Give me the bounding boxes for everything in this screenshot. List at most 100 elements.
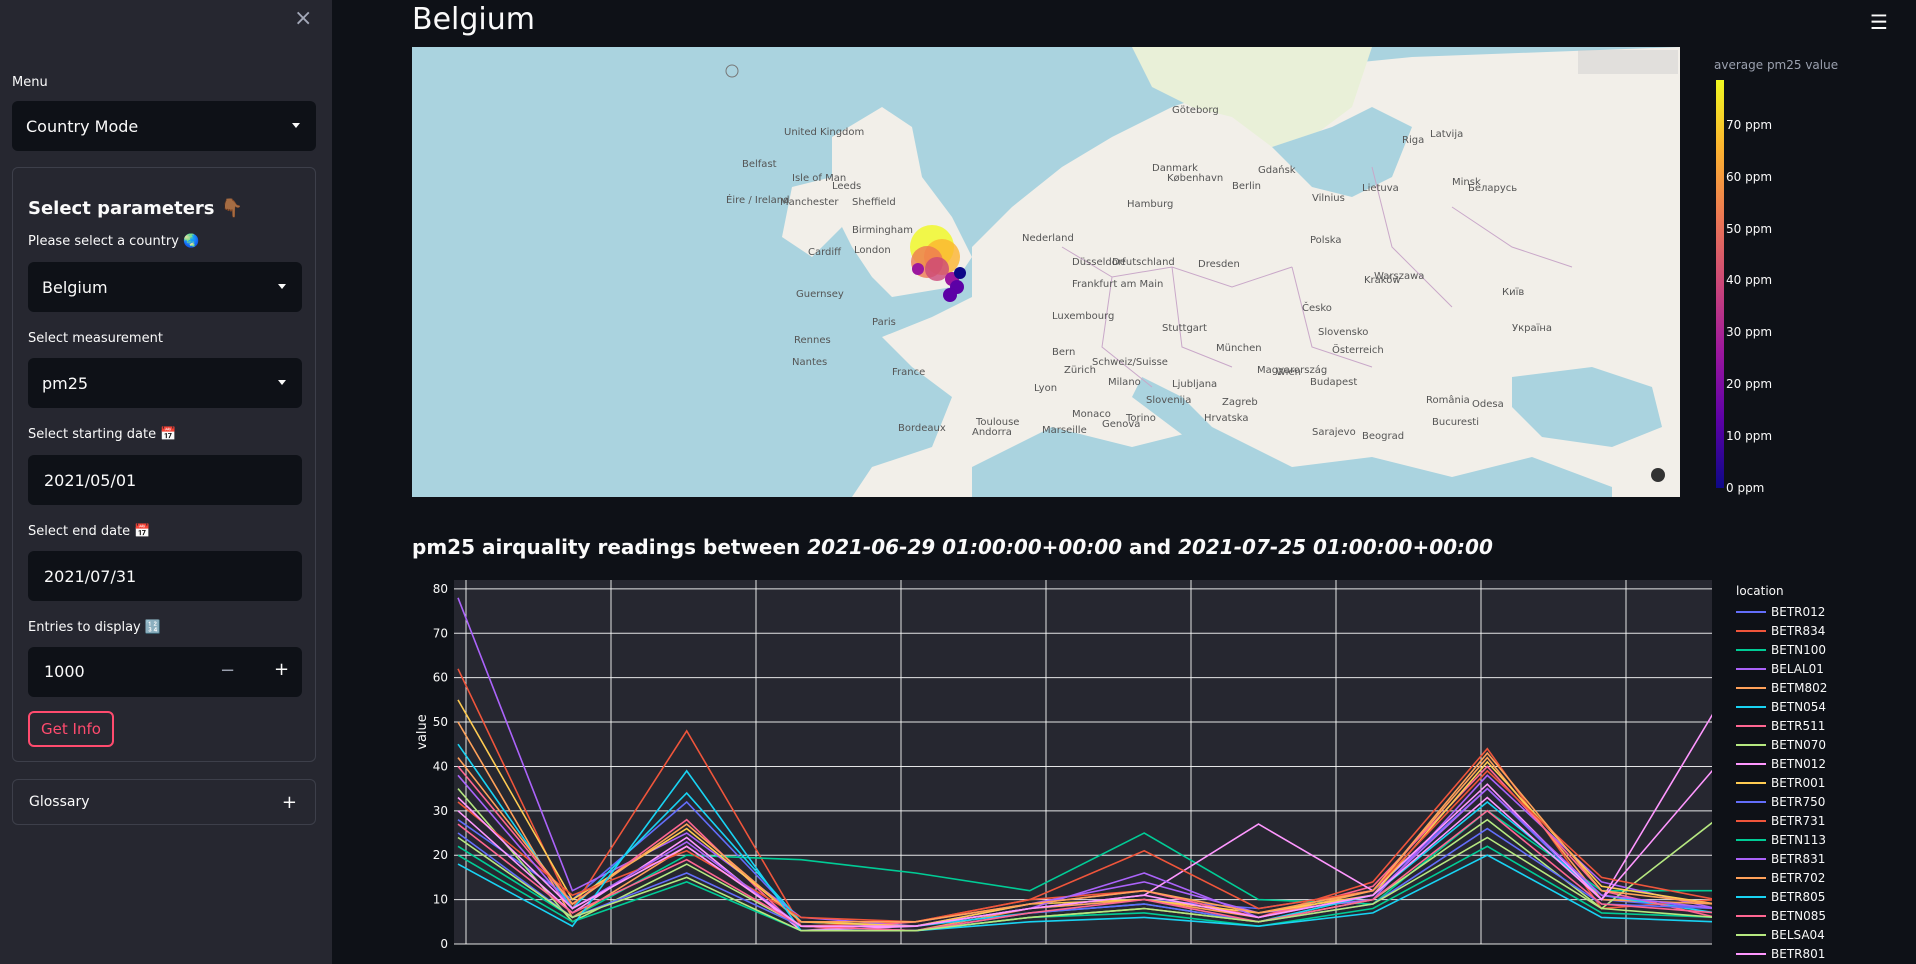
map-place-label: Slovensko xyxy=(1318,327,1369,338)
y-tick-label: 50 xyxy=(433,715,448,729)
entries-stepper[interactable]: 1000 − + xyxy=(28,647,302,697)
legend-item[interactable]: BETR801 xyxy=(1736,944,1827,963)
map-place-label: Guernsey xyxy=(796,289,844,300)
end-date-label: Select end date 📅 xyxy=(28,524,151,539)
series-line-BETN085[interactable] xyxy=(457,809,1712,932)
colorbar-tick-label: 50 ppm xyxy=(1726,221,1773,236)
legend-item[interactable]: BETR831 xyxy=(1736,849,1827,868)
map-place-label: Bordeaux xyxy=(898,423,946,434)
legend-swatch xyxy=(1736,686,1766,689)
legend-label: BETR750 xyxy=(1771,794,1826,809)
legend-item[interactable]: BETR834 xyxy=(1736,621,1827,640)
series-line-BETR801[interactable] xyxy=(457,766,1712,928)
map-place-label: Danmark xyxy=(1152,163,1198,174)
map-place-label: Birmingham xyxy=(852,225,913,236)
map-place-label: Isle of Man xyxy=(792,173,847,184)
legend-label: BETN100 xyxy=(1771,642,1827,657)
legend-swatch xyxy=(1736,838,1766,841)
colorbar-title: average pm25 value xyxy=(1714,58,1839,72)
legend-swatch xyxy=(1736,895,1766,898)
legend-swatch xyxy=(1736,952,1766,955)
series-line-BETR805[interactable] xyxy=(457,769,1712,932)
decrement-button[interactable]: − xyxy=(220,660,236,681)
map-place-label: München xyxy=(1216,343,1262,354)
legend-title: location xyxy=(1736,584,1784,598)
legend-label: BETN012 xyxy=(1771,756,1827,771)
map-place-label: Berlin xyxy=(1232,181,1262,192)
legend-item[interactable]: BELAL01 xyxy=(1736,659,1827,678)
map-place-label: Cardiff xyxy=(808,247,842,258)
series-line-BETR731[interactable] xyxy=(457,769,1712,923)
series-line-BETN100[interactable] xyxy=(457,809,1712,919)
legend-label: BETR001 xyxy=(1771,775,1826,790)
colorbar-tick-label: 30 ppm xyxy=(1726,325,1773,340)
legend-item[interactable]: BETR511 xyxy=(1736,716,1827,735)
legend-item[interactable]: BETR702 xyxy=(1736,868,1827,887)
colorbar-tick-label: 0 ppm xyxy=(1726,480,1765,495)
legend-item[interactable]: BETN113 xyxy=(1736,830,1827,849)
start-date-input[interactable]: 2021/05/01 xyxy=(28,455,302,505)
country-label: Please select a country 🌏 xyxy=(28,234,200,249)
mode-select[interactable]: Country Mode xyxy=(12,101,316,151)
y-tick-label: 20 xyxy=(433,848,448,862)
map-place-labels: United Kingdom Belfast Isle of Man Éire / I… xyxy=(412,47,1680,497)
legend-item[interactable]: BETN085 xyxy=(1736,906,1827,925)
end-date-input[interactable]: 2021/07/31 xyxy=(28,551,302,601)
y-axis-label: value xyxy=(415,714,430,750)
map-place-label: Ljubljana xyxy=(1172,379,1218,390)
legend-swatch xyxy=(1736,933,1766,936)
close-sidebar-icon[interactable]: × xyxy=(294,6,313,31)
legend-item[interactable]: BETR805 xyxy=(1736,887,1827,906)
hamburger-menu-icon[interactable]: ☰ xyxy=(1870,10,1888,34)
country-select-value: Belgium xyxy=(42,277,108,297)
series-line-BELSA04[interactable] xyxy=(457,836,1712,932)
map-place-label: Torino xyxy=(1126,413,1156,424)
legend-item[interactable]: BETN100 xyxy=(1736,640,1827,659)
measurement-select[interactable]: pm25 xyxy=(28,358,302,408)
series-line-BETN113[interactable] xyxy=(457,845,1712,932)
get-info-button[interactable]: Get Info xyxy=(28,711,114,747)
map-place-label: Kraków xyxy=(1364,275,1401,286)
glossary-expander[interactable]: Glossary + xyxy=(12,779,316,825)
series-line-BETR702[interactable] xyxy=(457,751,1712,923)
map-place-label: Manchester xyxy=(780,197,839,208)
legend-item[interactable]: BETR731 xyxy=(1736,811,1827,830)
country-select[interactable]: Belgium xyxy=(28,262,302,312)
line-chart[interactable]: 0 10 20 30 40 50 60 70 80 value xyxy=(412,580,1712,964)
map-place-label: Leeds xyxy=(832,181,862,192)
legend-swatch xyxy=(1736,857,1766,860)
entries-value[interactable]: 1000 xyxy=(44,662,85,681)
map-place-label: Bern xyxy=(1052,347,1076,358)
legend-label: BETR831 xyxy=(1771,851,1826,866)
map-place-label: Schweiz/Suisse xyxy=(1092,357,1168,368)
legend-item[interactable]: BETR001 xyxy=(1736,773,1827,792)
menu-label: Menu xyxy=(12,75,48,90)
series-line-BETR750[interactable] xyxy=(457,827,1712,932)
legend-label: BETN113 xyxy=(1771,832,1827,847)
colorbar-tick-label: 20 ppm xyxy=(1726,377,1773,391)
series-line-BELAL01[interactable] xyxy=(457,597,1712,928)
map-place-label: Київ xyxy=(1502,287,1525,298)
measurement-label: Select measurement xyxy=(28,331,163,346)
legend-item[interactable]: BETN070 xyxy=(1736,735,1827,754)
map-place-label: Beograd xyxy=(1362,431,1405,442)
legend-label: BETN070 xyxy=(1771,737,1827,752)
legend-label: BETM802 xyxy=(1771,680,1828,695)
map-toolbar[interactable] xyxy=(1578,50,1678,74)
map-place-label: Latvija xyxy=(1430,129,1464,140)
legend-swatch xyxy=(1736,914,1766,917)
legend-item[interactable]: BETR012 xyxy=(1736,602,1827,621)
start-date-label: Select starting date 📅 xyxy=(28,427,177,442)
increment-button[interactable]: + xyxy=(274,659,290,680)
map-place-label: România xyxy=(1426,395,1470,406)
legend-item[interactable]: BELSA04 xyxy=(1736,925,1827,944)
legend-item[interactable]: BETN054 xyxy=(1736,697,1827,716)
map[interactable]: United Kingdom Belfast Isle of Man Éire / I… xyxy=(412,47,1680,497)
chart-title-mid: and xyxy=(1122,535,1179,559)
legend-item[interactable]: BETR750 xyxy=(1736,792,1827,811)
legend-item[interactable]: BETN012 xyxy=(1736,754,1827,773)
series-line-BETR831[interactable] xyxy=(457,774,1712,928)
map-place-label: Éire / Ireland xyxy=(726,195,790,206)
legend-item[interactable]: BETM802 xyxy=(1736,678,1827,697)
map-place-label: Nantes xyxy=(792,357,828,368)
